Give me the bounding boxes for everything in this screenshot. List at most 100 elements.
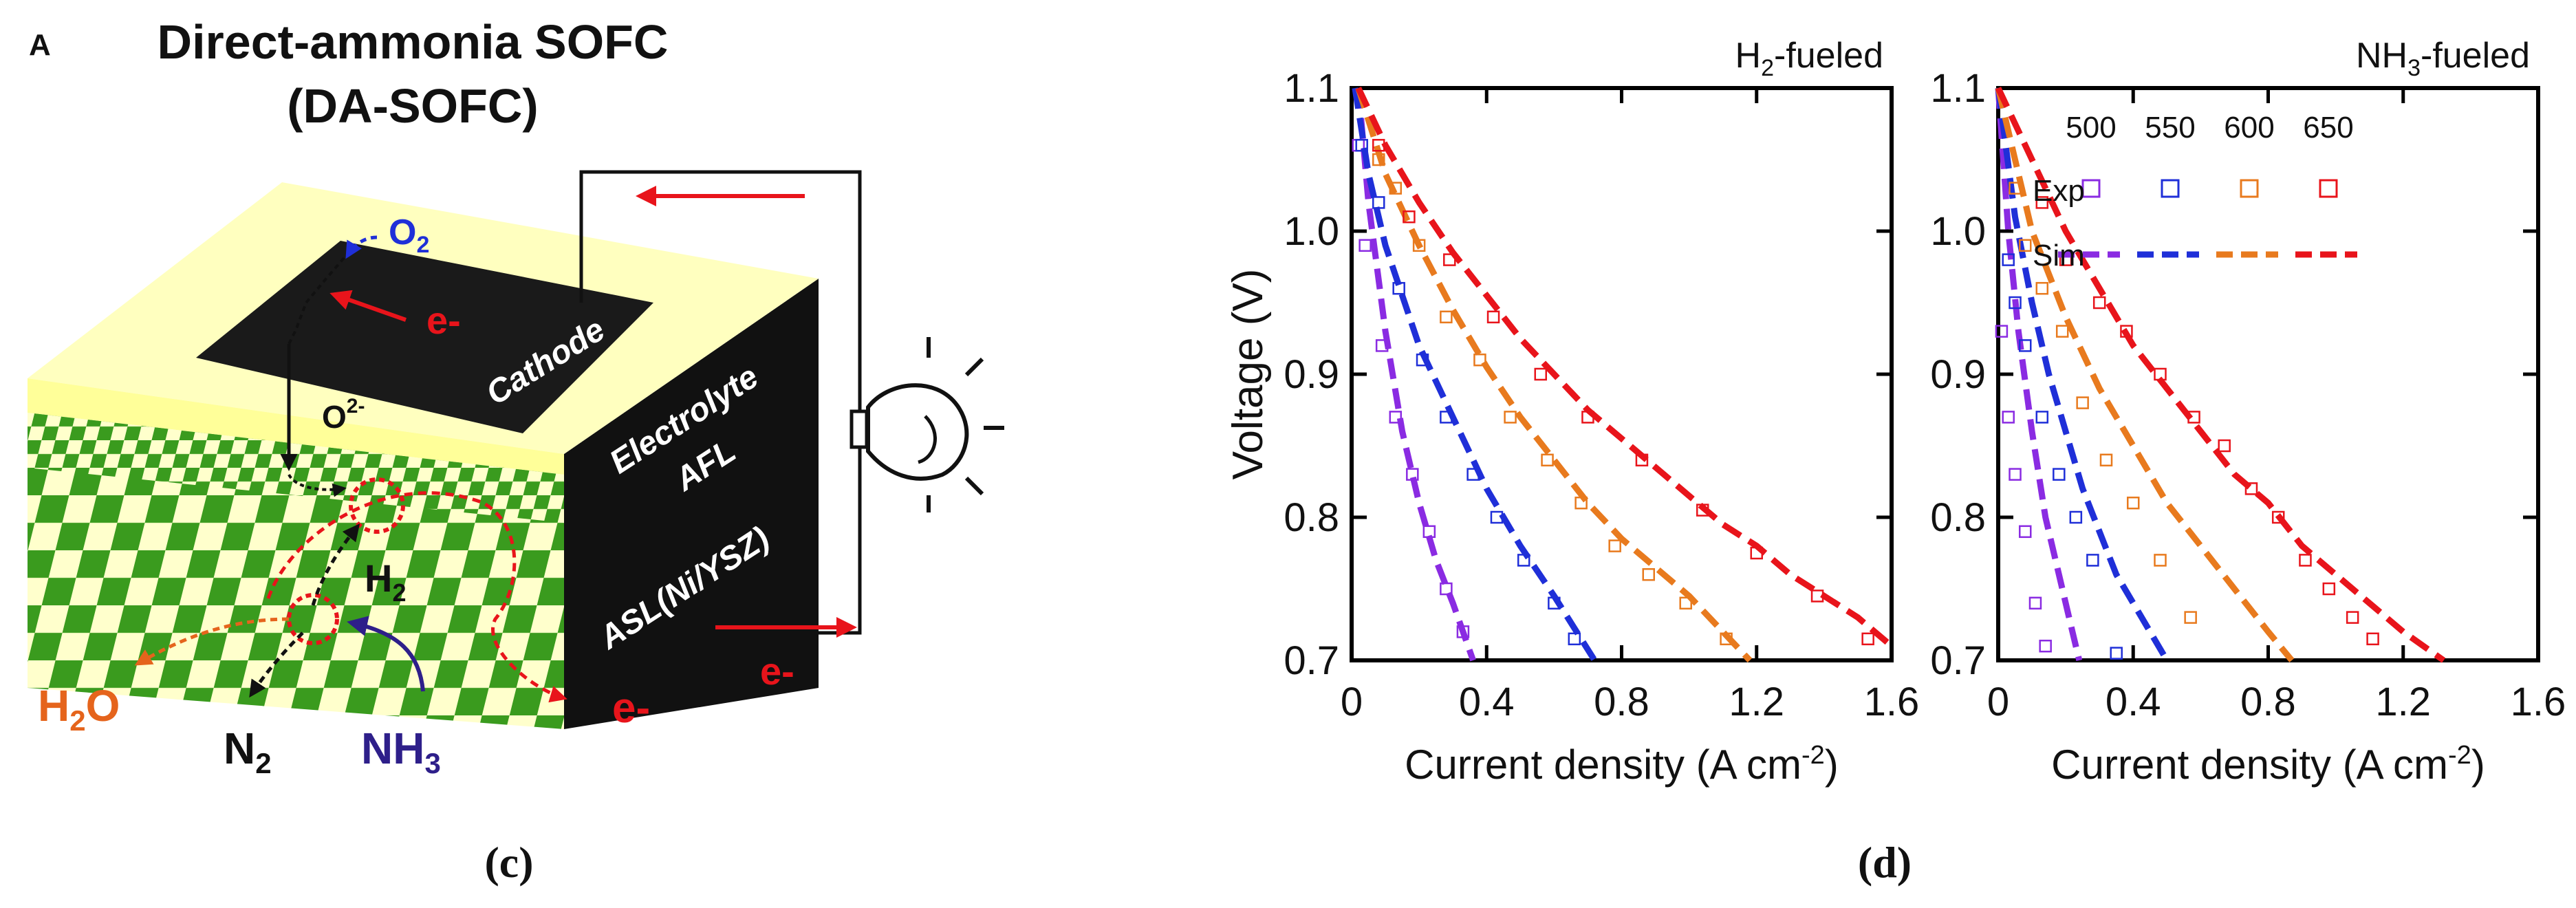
- y-tick-label: 1.1: [1284, 66, 1339, 111]
- panel-label-c: (c): [484, 838, 533, 887]
- exp-point-600: [1541, 453, 1554, 467]
- legend-temp-650: 650: [2303, 111, 2353, 144]
- exp-point-650: [2154, 367, 2167, 381]
- y-tick-label: 0.7: [1284, 638, 1339, 683]
- electron-path-anode: [266, 491, 567, 703]
- exp-point-600: [2184, 611, 2197, 624]
- exp-point-600: [1473, 353, 1486, 367]
- chart-h2-fueled: 0 0.4 0.8 1.2 1.6 0.7 0.8 0.9 1.0 1.1 H2-fueled V…: [1224, 36, 1919, 788]
- legend-exp-label: Exp: [2033, 174, 2085, 208]
- panel-label-d: (d): [1858, 838, 1912, 887]
- legend-exp-marker-500: [2081, 179, 2101, 198]
- electrolyte-front-band: [28, 378, 564, 475]
- exp-point-500: [1995, 325, 2009, 338]
- exp-point-600: [2035, 281, 2049, 295]
- exp-point-650: [2346, 611, 2359, 624]
- exp-point-550: [2035, 411, 2049, 424]
- n2-label: N2: [224, 724, 272, 779]
- exp-point-650: [1581, 411, 1594, 424]
- cell-side-face: [564, 279, 819, 729]
- legend-sim-label: Sim: [2033, 239, 2085, 272]
- exp-point-500: [2028, 596, 2042, 610]
- exp-point-500: [2002, 411, 2015, 424]
- exp-point-650: [2299, 554, 2312, 567]
- ion-to-reaction: [288, 473, 347, 497]
- n2-arrow: [249, 631, 304, 698]
- nh3-label: NH3: [361, 724, 441, 779]
- exp-point-600: [2055, 325, 2069, 338]
- x-axis-label: Current density (A cm-2): [2051, 741, 2485, 788]
- sim-line-500: [1355, 87, 1476, 662]
- sim-line-550: [1995, 87, 2170, 662]
- electron-label-bottom: e-: [760, 649, 794, 693]
- exp-point-650: [2035, 196, 2049, 209]
- electron-label-anode: e-: [612, 684, 650, 732]
- x-axis-label: Current density (A cm-2): [1405, 741, 1839, 788]
- exp-point-500: [2019, 525, 2032, 539]
- legend-exp-marker-550: [2161, 179, 2180, 198]
- x-tick-label: 1.2: [1729, 680, 1784, 724]
- exp-point-550: [1517, 554, 1530, 567]
- exp-point-600: [1389, 182, 1403, 195]
- legend-temp-550: 550: [2145, 111, 2195, 144]
- exp-point-550: [1416, 353, 1429, 367]
- exp-point-600: [1642, 568, 1655, 581]
- exp-point-600: [1720, 632, 1733, 646]
- exp-point-650: [2120, 325, 2133, 338]
- exp-point-650: [2218, 439, 2231, 453]
- exp-point-500: [1406, 468, 1419, 481]
- sim-line-650: [1995, 87, 2446, 663]
- exp-point-650: [2244, 482, 2258, 495]
- x-tick-label: 1.6: [2511, 680, 2566, 724]
- exp-point-500: [1359, 239, 1372, 252]
- exp-point-550: [1568, 632, 1581, 646]
- y-tick-label: 0.8: [1284, 495, 1339, 540]
- exp-point-650: [1696, 504, 1709, 517]
- exp-point-550: [1355, 138, 1368, 152]
- exp-point-650: [1861, 632, 1874, 646]
- chart-title: NH3-fueled: [2356, 36, 2530, 81]
- exp-point-550: [2002, 253, 2015, 266]
- exp-point-600: [1504, 411, 1517, 424]
- y-tick-label: 0.7: [1930, 638, 1986, 683]
- exp-point-650: [1443, 253, 1456, 266]
- exp-point-650: [2271, 510, 2285, 524]
- exp-point-600: [1412, 239, 1426, 252]
- exp-point-550: [1440, 411, 1453, 424]
- y-tick-label: 1.0: [1284, 209, 1339, 254]
- exp-point-500: [1456, 625, 1470, 638]
- sim-line-650: [1355, 87, 1894, 649]
- x-tick-label: 1.2: [2375, 680, 2431, 724]
- exp-point-650: [2187, 411, 2200, 424]
- x-tick-label: 1.6: [1864, 680, 1920, 724]
- ion-path-cathode: [288, 257, 345, 345]
- electron-label-cathode: e-: [426, 299, 461, 342]
- diagram-title-line2: (DA-SOFC): [287, 79, 538, 133]
- exp-point-600: [2019, 239, 2032, 252]
- exp-point-650: [1635, 453, 1649, 467]
- sofc-diagram: A Direct-ammonia SOFC (DA-SOFC) Cathode …: [28, 15, 1004, 779]
- exp-point-550: [1490, 510, 1504, 524]
- exp-point-500: [1375, 339, 1389, 352]
- o2-label: O2: [389, 213, 429, 258]
- exp-point-650: [1810, 590, 1824, 603]
- diagram-title-line1: Direct-ammonia SOFC: [158, 15, 669, 69]
- exp-point-600: [2009, 182, 2022, 195]
- exp-point-550: [2019, 339, 2032, 352]
- exp-point-550: [2053, 468, 2066, 481]
- exp-point-650: [2366, 632, 2379, 646]
- legend-exp-marker-650: [2319, 179, 2338, 198]
- exp-point-500: [1389, 411, 1403, 424]
- plot-frame: [1350, 86, 1894, 662]
- exp-point-600: [2099, 453, 2113, 467]
- sim-line-500: [1995, 87, 2083, 662]
- sim-line-600: [1355, 87, 1753, 663]
- exp-point-600: [2154, 554, 2167, 567]
- legend: 500 550 600 650 Exp Sim: [2033, 111, 2357, 272]
- exp-point-650: [1486, 310, 1500, 324]
- y-tick-label: 0.9: [1930, 352, 1986, 397]
- x-tick-label: 0: [1341, 680, 1363, 724]
- corner-letter: A: [29, 28, 51, 62]
- exp-point-550: [2086, 554, 2099, 567]
